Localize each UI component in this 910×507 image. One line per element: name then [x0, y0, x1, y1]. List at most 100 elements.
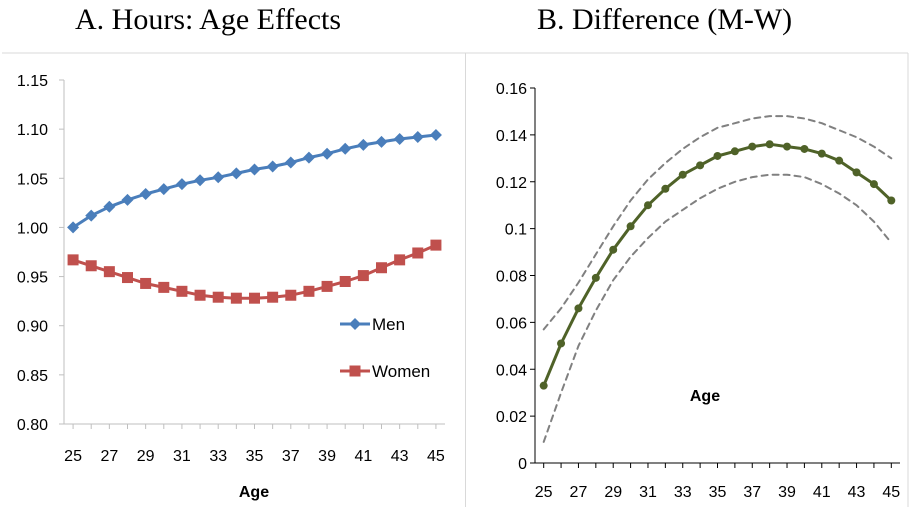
legend-label: Women [372, 362, 430, 381]
x-tick-label: 31 [639, 484, 657, 501]
data-point-men [266, 160, 279, 173]
panel-b-chart: 0 0.02 0.04 0.06 0.08 0.1 0.12 0.14 0.16 25 27 29 31… [496, 81, 900, 501]
panel-a-title: A. Hours: Age Effects [75, 3, 342, 36]
panel-a-chart: 0.80 0.85 0.90 0.95 1.00 1.05 1.10 1.15 25 27 29 31… [17, 73, 445, 501]
data-point-difference-m-w- [887, 196, 896, 205]
x-axis-label: Age [690, 388, 720, 405]
x-tick-label: 37 [282, 448, 300, 465]
data-point-women [103, 266, 115, 278]
y-tick-label: 0.04 [496, 362, 527, 379]
y-tick-label: 0.85 [17, 368, 48, 385]
series-line-men [71, 133, 438, 229]
x-tick-label: 33 [674, 484, 692, 501]
data-point-men [103, 200, 116, 213]
y-tick-label: 1.15 [17, 73, 48, 90]
data-point-difference-m-w- [574, 304, 583, 313]
x-tick-label: 41 [354, 448, 372, 465]
data-point-difference-m-w- [835, 156, 844, 165]
data-point-women [212, 291, 224, 303]
x-tick-label: 27 [100, 448, 118, 465]
data-point-women [376, 262, 387, 274]
data-point-women [321, 280, 333, 292]
data-point-women [122, 272, 133, 284]
series-line-lower-band [542, 173, 893, 443]
legend-label: Men [372, 315, 405, 334]
x-tick-label: 39 [778, 484, 796, 501]
y-tick-label: 0.1 [505, 222, 527, 239]
data-point-difference-m-w- [800, 144, 809, 153]
data-point-women [158, 281, 170, 293]
data-point-men [121, 193, 134, 206]
data-point-men [212, 171, 225, 184]
data-point-difference-m-w- [817, 149, 826, 158]
legend-marker [349, 318, 361, 330]
y-tick-label: 0.80 [17, 417, 48, 434]
data-point-men [339, 142, 352, 155]
y-tick-label: 1.10 [17, 122, 48, 139]
data-point-men [302, 151, 315, 164]
data-point-men [357, 138, 370, 151]
data-point-men [321, 147, 334, 160]
x-tick-label: 25 [64, 448, 82, 465]
x-tick-label: 37 [743, 484, 761, 501]
x-tick-label: 35 [709, 484, 727, 501]
y-tick-label: 1.00 [17, 220, 48, 237]
data-point-men [230, 167, 243, 180]
data-point-difference-m-w- [748, 142, 757, 151]
y-tick-label: 0.90 [17, 319, 48, 336]
data-point-men [375, 135, 388, 148]
data-point-men [393, 132, 406, 145]
panel-b-title: B. Difference (M-W) [537, 3, 793, 36]
x-tick-label: 45 [882, 484, 900, 501]
data-point-women [394, 254, 406, 266]
data-point-men [411, 131, 424, 144]
x-tick-label: 33 [209, 448, 227, 465]
data-point-men [67, 221, 80, 234]
y-tick-label: 0.12 [496, 175, 527, 192]
x-tick-label: 25 [535, 484, 553, 501]
data-point-women [176, 285, 188, 297]
data-point-women [339, 275, 351, 287]
y-tick-label: 0.06 [496, 315, 527, 332]
series-line-upper-band [542, 115, 893, 331]
data-point-women [67, 254, 79, 266]
y-tick-label: 0 [518, 456, 527, 473]
x-tick-label: 35 [246, 448, 264, 465]
data-point-men [85, 209, 98, 222]
data-point-women [357, 270, 369, 282]
data-point-men [429, 129, 442, 142]
data-point-women [85, 260, 97, 272]
data-point-difference-m-w- [852, 168, 861, 177]
legend-marker [349, 365, 361, 377]
y-tick-label: 0.08 [496, 269, 527, 286]
x-tick-label: 29 [604, 484, 622, 501]
data-point-women [412, 247, 424, 259]
data-point-difference-m-w- [591, 273, 600, 282]
y-tick-label: 1.05 [17, 171, 48, 188]
data-point-difference-m-w- [609, 245, 618, 254]
x-tick-label: 39 [318, 448, 336, 465]
data-point-difference-m-w- [869, 180, 878, 189]
data-point-men [175, 178, 188, 191]
data-point-women [194, 289, 206, 301]
data-point-women [285, 289, 297, 301]
data-point-difference-m-w- [730, 147, 739, 156]
data-point-difference-m-w- [557, 339, 566, 348]
x-axis-label: Age [239, 484, 269, 501]
data-point-difference-m-w- [643, 201, 652, 210]
x-tick-label: 27 [570, 484, 588, 501]
data-point-difference-m-w- [783, 142, 792, 151]
data-point-difference-m-w- [765, 140, 774, 149]
data-point-difference-m-w- [696, 161, 705, 170]
data-point-difference-m-w- [678, 170, 687, 179]
data-point-difference-m-w- [626, 222, 635, 231]
data-point-women [249, 292, 260, 304]
data-point-difference-m-w- [661, 184, 670, 193]
data-point-difference-m-w- [539, 381, 548, 390]
data-point-men [194, 174, 207, 187]
y-tick-label: 0.16 [496, 81, 527, 98]
data-point-men [157, 183, 170, 196]
y-tick-label: 0.95 [17, 270, 48, 287]
x-tick-label: 31 [173, 448, 191, 465]
x-tick-label: 43 [848, 484, 866, 501]
